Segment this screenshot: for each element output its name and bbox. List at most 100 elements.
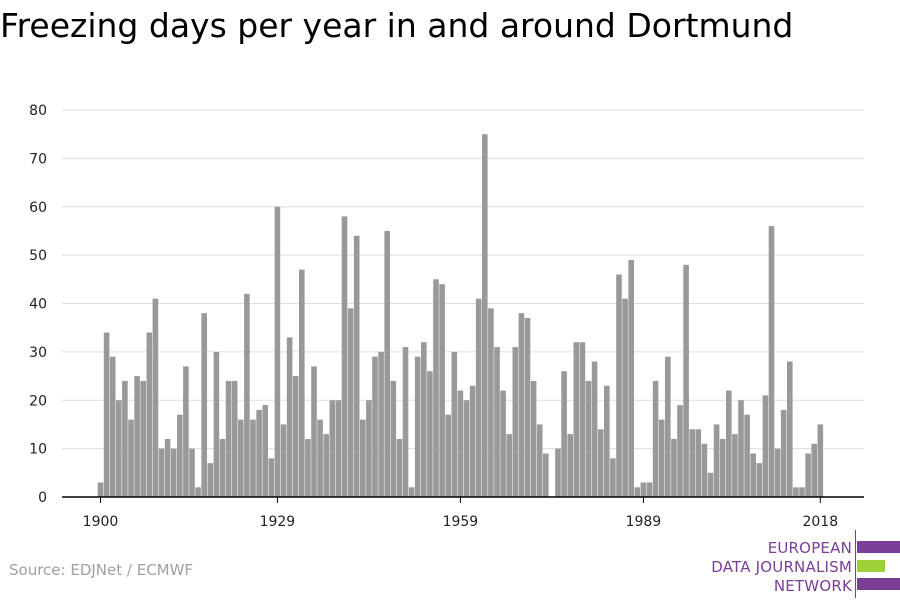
bar-1949 <box>396 438 403 497</box>
bar-1970 <box>524 318 531 497</box>
bar-1922 <box>231 380 238 497</box>
bar-1923 <box>238 419 244 497</box>
bar-2011 <box>774 448 781 497</box>
bar-1907 <box>140 380 146 497</box>
bar-1994 <box>671 438 677 497</box>
bar-1919 <box>213 351 220 497</box>
bar-1927 <box>262 405 268 497</box>
bar-1913 <box>177 414 183 497</box>
bar-2012 <box>780 409 787 497</box>
bar-1956 <box>439 284 445 497</box>
logo-text-network: NETWORK <box>773 577 852 595</box>
bar-1969 <box>518 313 525 497</box>
bar-1930 <box>280 424 287 497</box>
bar-1961 <box>469 385 476 497</box>
bar-2002 <box>719 438 726 497</box>
bar-1972 <box>536 424 543 497</box>
bar-1967 <box>506 434 512 497</box>
bar-1942 <box>353 235 360 497</box>
y-tick-label: 80 <box>29 103 47 119</box>
bar-1926 <box>256 409 262 497</box>
bar-1993 <box>665 356 671 497</box>
y-tick-label: 10 <box>29 442 47 458</box>
x-tick-label: 1900 <box>83 514 119 530</box>
bar-1918 <box>207 463 214 497</box>
bar-1983 <box>604 385 610 497</box>
bar-2007 <box>750 453 756 497</box>
bar-1910 <box>158 448 165 497</box>
bar-1924 <box>244 293 250 497</box>
bar-2005 <box>738 400 744 497</box>
bar-2009 <box>762 395 769 497</box>
bar-1998 <box>695 429 702 497</box>
bar-1950 <box>402 347 409 497</box>
x-tick-label: 1989 <box>626 514 662 530</box>
bar-2006 <box>744 414 750 497</box>
y-tick-label: 50 <box>29 248 47 264</box>
logo-divider <box>855 530 856 598</box>
bar-1902 <box>109 356 116 497</box>
bar-2016 <box>805 453 811 497</box>
bar-1915 <box>189 448 195 497</box>
x-axis-ticks: 1900 1929 1959 1989 2018 <box>83 497 838 530</box>
bar-1988 <box>634 487 641 497</box>
bar-1986 <box>622 298 628 497</box>
x-tick-label: 1959 <box>443 514 479 530</box>
bar-2015 <box>799 487 805 497</box>
bar-1964 <box>488 308 494 497</box>
bar-2017 <box>811 443 817 497</box>
bar-2008 <box>756 463 763 497</box>
bars <box>97 134 824 498</box>
bar-1955 <box>433 279 439 497</box>
y-tick-label: 70 <box>29 151 47 167</box>
x-tick-label: 1929 <box>260 514 296 530</box>
bar-1904 <box>122 380 128 497</box>
bar-1925 <box>250 419 256 497</box>
bar-1920 <box>219 438 226 497</box>
bar-2014 <box>793 487 799 497</box>
y-tick-label: 60 <box>29 200 47 216</box>
logo-bar-middle <box>857 560 885 572</box>
bar-1954 <box>427 371 433 497</box>
bar-1905 <box>128 419 134 497</box>
bar-1960 <box>463 400 470 497</box>
bar-1936 <box>317 419 323 497</box>
logo-text-data-journalism: DATA JOURNALISM <box>711 558 852 576</box>
bar-1916 <box>195 487 201 497</box>
bar-1982 <box>597 429 604 497</box>
bar-1962 <box>475 298 482 497</box>
bar-1937 <box>323 434 329 497</box>
bar-1971 <box>530 380 537 497</box>
bar-1981 <box>591 361 598 497</box>
bar-1999 <box>701 443 708 497</box>
bar-1900 <box>97 482 104 497</box>
logo-bar-top <box>857 541 900 553</box>
bar-1933 <box>299 269 305 497</box>
y-axis-labels: 0 10 20 30 40 50 60 70 80 <box>29 103 47 506</box>
bar-2010 <box>768 226 775 497</box>
bar-1991 <box>652 380 659 497</box>
bar-1965 <box>494 347 500 497</box>
bar-1944 <box>366 400 372 497</box>
bar-1951 <box>408 487 415 497</box>
bar-1946 <box>378 351 384 497</box>
bar-1932 <box>292 376 299 497</box>
bar-1911 <box>164 438 171 497</box>
bar-1935 <box>311 366 317 497</box>
bar-1958 <box>451 351 458 497</box>
bar-2013 <box>787 361 793 497</box>
bar-1931 <box>286 337 293 497</box>
bar-1945 <box>372 356 378 497</box>
bar-1997 <box>689 429 695 497</box>
bar-1939 <box>335 400 342 497</box>
x-tick-label: 2018 <box>802 514 838 530</box>
source-note: Source: EDJNet / ECMWF <box>9 561 194 579</box>
bar-1992 <box>658 419 665 497</box>
bar-1979 <box>579 342 586 497</box>
y-tick-label: 40 <box>29 297 47 313</box>
bar-1921 <box>225 380 232 497</box>
bar-1953 <box>421 342 427 497</box>
bar-1943 <box>360 419 366 497</box>
bar-1906 <box>134 376 140 497</box>
